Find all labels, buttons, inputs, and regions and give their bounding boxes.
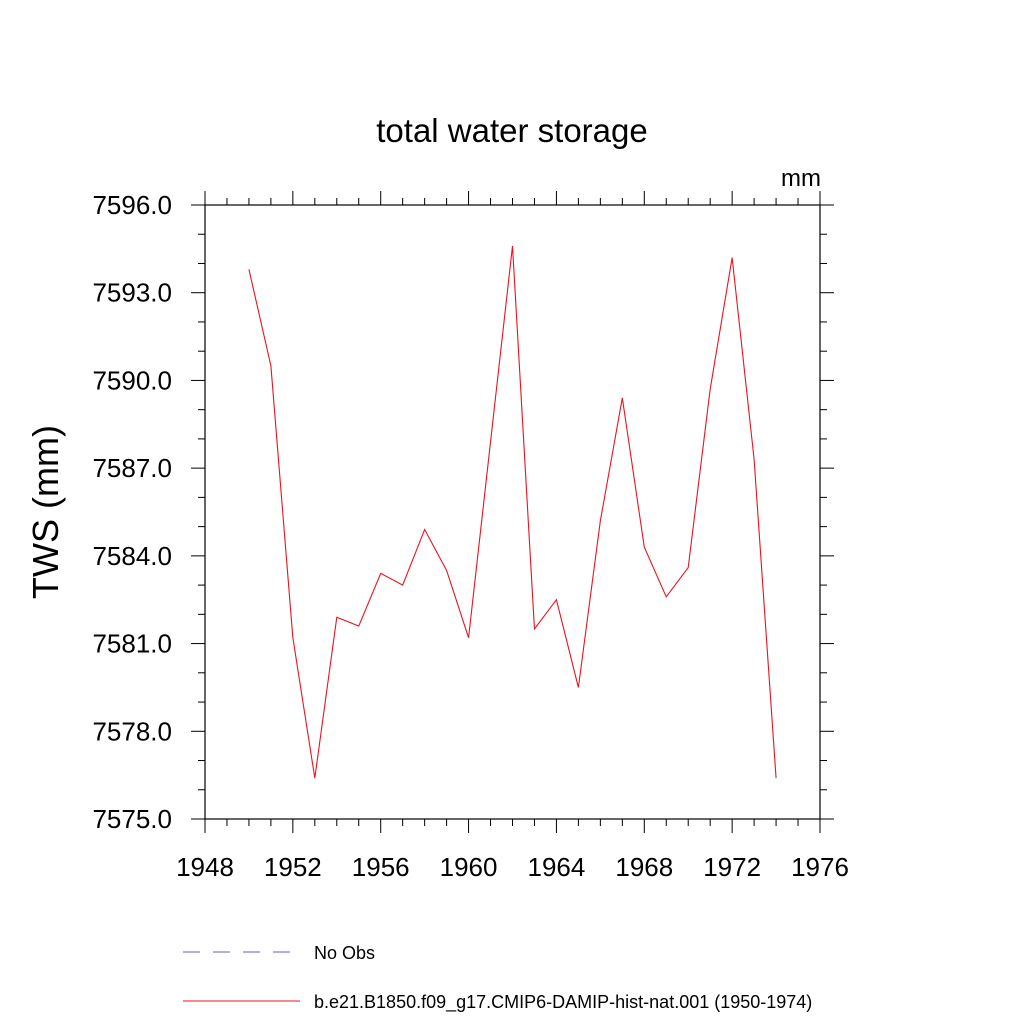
- y-tick-label: 7578.0: [92, 716, 172, 746]
- units-label: mm: [781, 165, 821, 192]
- y-tick-label: 7581.0: [92, 629, 172, 659]
- x-tick-label: 1952: [264, 852, 322, 882]
- plot-area: [248, 245, 777, 779]
- series-line: [248, 245, 777, 779]
- chart-title: total water storage: [376, 112, 647, 149]
- x-tick-label: 1964: [528, 852, 586, 882]
- y-tick-label: 7596.0: [92, 190, 172, 220]
- x-tick-label: 1956: [352, 852, 410, 882]
- x-tick-label: 1948: [176, 852, 234, 882]
- x-tick-label: 1968: [615, 852, 673, 882]
- y-tick-label: 7575.0: [92, 804, 172, 834]
- plot-frame: [204, 204, 821, 820]
- y-tick-label: 7584.0: [92, 541, 172, 571]
- y-tick-label: 7593.0: [92, 278, 172, 308]
- x-tick-label: 1960: [440, 852, 498, 882]
- y-axis-label: TWS (mm): [25, 425, 66, 599]
- axes: 1948 1952 1956 1960 1964 1968 1972 1976 7575.0 75…: [92, 190, 848, 882]
- y-tick-label: 7587.0: [92, 453, 172, 483]
- legend-label: b.e21.B1850.f09_g17.CMIP6-DAMIP-hist-nat…: [314, 992, 812, 1013]
- x-tick-label: 1976: [791, 852, 849, 882]
- x-tick-label: 1972: [703, 852, 761, 882]
- y-tick-label: 7590.0: [92, 365, 172, 395]
- legend: No Obs b.e21.B1850.f09_g17.CMIP6-DAMIP-hi…: [183, 943, 812, 1013]
- legend-label: No Obs: [314, 943, 375, 963]
